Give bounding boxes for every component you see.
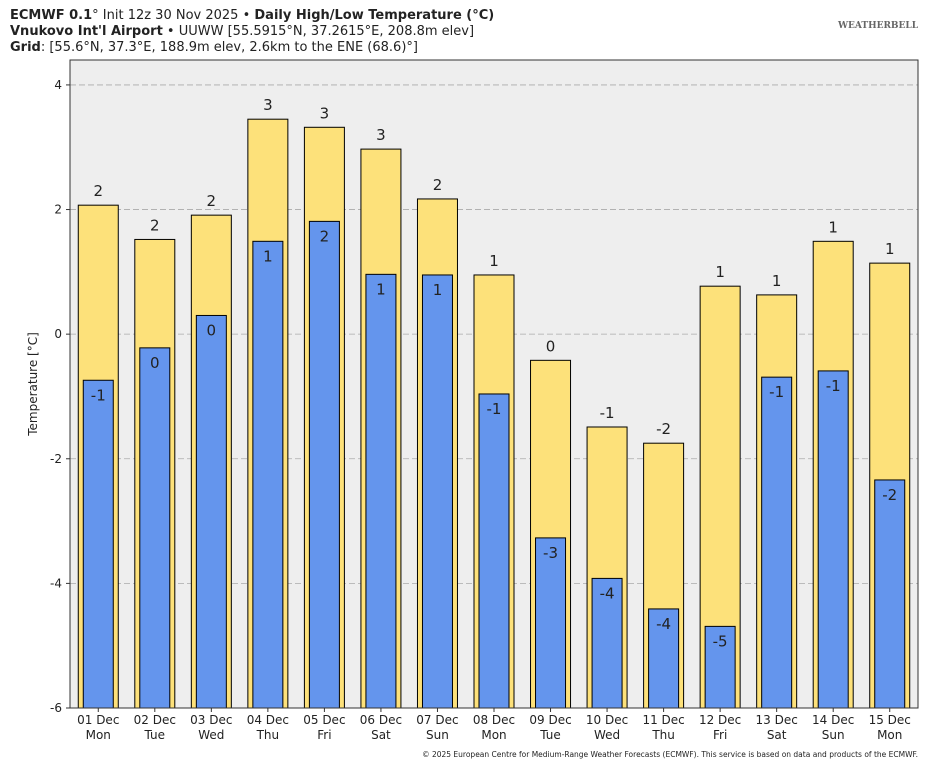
value-label: 1	[772, 272, 782, 290]
x-tick-weekday: Wed	[198, 728, 224, 742]
low-bar	[648, 608, 680, 709]
value-label: -1	[91, 386, 106, 404]
x-tick-label: 10 Dec	[586, 713, 628, 727]
x-tick-label: 05 Dec	[303, 713, 345, 727]
x-tick-label: 03 Dec	[190, 713, 232, 727]
y-tick-label: -2	[50, 452, 62, 466]
x-tick-weekday: Mon	[877, 728, 902, 742]
value-label: 1	[715, 263, 725, 281]
x-tick-label: 11 Dec	[642, 713, 684, 727]
y-tick-label: 2	[54, 203, 62, 217]
x-tick-label: 15 Dec	[869, 713, 911, 727]
value-label: -3	[543, 544, 558, 562]
value-label: 3	[320, 104, 330, 122]
x-tick-weekday: Sun	[822, 728, 845, 742]
logo: WEATHERBELL	[837, 21, 919, 31]
low-bar	[82, 379, 114, 709]
x-tick-weekday: Thu	[256, 728, 280, 742]
value-label: 1	[376, 280, 386, 298]
x-tick-weekday: Fri	[713, 728, 727, 742]
x-tick-label: 04 Dec	[247, 713, 289, 727]
header-segment: : [55.6°N, 37.3°E, 188.9m elev, 2.6km to…	[41, 40, 418, 55]
x-tick-label: 01 Dec	[77, 713, 119, 727]
low-bar	[591, 577, 623, 709]
value-label: -1	[769, 383, 784, 401]
x-tick-label: 13 Dec	[756, 713, 798, 727]
x-tick-weekday: Wed	[594, 728, 620, 742]
x-tick-weekday: Sat	[767, 728, 787, 742]
value-label: -2	[882, 486, 897, 504]
x-tick-weekday: Mon	[86, 728, 111, 742]
low-bar	[308, 220, 340, 709]
x-tick-weekday: Tue	[144, 728, 166, 742]
value-label: 1	[828, 218, 838, 236]
value-label: -4	[600, 584, 615, 602]
header-segment: • UUWW [55.5915°N, 37.2615°E, 208.8m ele…	[163, 24, 474, 39]
low-bar	[761, 376, 793, 709]
x-tick-weekday: Fri	[317, 728, 331, 742]
value-label: -4	[656, 615, 671, 633]
value-label: 2	[150, 216, 160, 234]
value-label: 1	[433, 281, 443, 299]
value-label: -1	[600, 404, 615, 422]
x-tick-label: 06 Dec	[360, 713, 402, 727]
low-bar	[874, 479, 906, 709]
header: ECMWF 0.1° Init 12z 30 Nov 2025 • Daily …	[10, 8, 494, 55]
header-line: Vnukovo Int'l Airport • UUWW [55.5915°N,…	[10, 24, 474, 39]
low-bar	[365, 273, 397, 709]
low-bar	[195, 314, 227, 709]
x-tick-label: 14 Dec	[812, 713, 854, 727]
value-label: 0	[546, 337, 556, 355]
value-label: 0	[207, 321, 217, 339]
header-segment: Grid	[10, 40, 41, 55]
low-bar	[421, 274, 453, 709]
header-line: Grid: [55.6°N, 37.3°E, 188.9m elev, 2.6k…	[10, 40, 418, 55]
header-segment: ° Init 12z 30 Nov 2025 •	[92, 8, 254, 23]
low-bar	[535, 537, 567, 709]
plot-frame	[69, 59, 919, 709]
y-tick-label: 4	[54, 78, 62, 92]
y-axis-label: Temperature [°C]	[26, 332, 40, 437]
value-label: 2	[207, 192, 217, 210]
header-line: ECMWF 0.1° Init 12z 30 Nov 2025 • Daily …	[10, 8, 494, 23]
value-label: -2	[656, 420, 671, 438]
x-tick-weekday: Thu	[651, 728, 675, 742]
header-segment: Vnukovo Int'l Airport	[10, 24, 163, 39]
value-label: -5	[713, 632, 728, 650]
x-tick-weekday: Sun	[426, 728, 449, 742]
y-tick-label: -4	[50, 576, 62, 590]
x-tick-label: 09 Dec	[529, 713, 571, 727]
value-label: -1	[826, 377, 841, 395]
x-tick-label: 12 Dec	[699, 713, 741, 727]
header-segment: Daily High/Low Temperature (°C)	[254, 8, 494, 23]
value-label: 2	[320, 227, 330, 245]
y-tick-label: -6	[50, 701, 62, 715]
y-tick-label: 0	[54, 327, 62, 341]
x-tick-weekday: Sat	[371, 728, 391, 742]
x-tick-label: 07 Dec	[416, 713, 458, 727]
low-bar	[252, 240, 284, 709]
value-label: 3	[376, 126, 386, 144]
low-bar	[139, 347, 171, 709]
x-tick-label: 02 Dec	[134, 713, 176, 727]
value-label: -1	[487, 400, 502, 418]
value-label: 1	[263, 247, 273, 265]
value-label: 0	[150, 354, 160, 372]
low-bar	[817, 370, 849, 709]
value-label: 2	[433, 176, 443, 194]
x-tick-weekday: Tue	[539, 728, 561, 742]
x-tick-label: 08 Dec	[473, 713, 515, 727]
header-segment: ECMWF 0.1	[10, 8, 92, 23]
low-bar	[704, 625, 736, 709]
footer: © 2025 European Centre for Medium-Range …	[422, 750, 918, 759]
value-label: 3	[263, 96, 273, 114]
value-label: 2	[93, 182, 103, 200]
x-tick-weekday: Mon	[481, 728, 506, 742]
value-label: 1	[489, 252, 499, 270]
low-bar	[478, 393, 510, 709]
value-label: 1	[885, 240, 895, 258]
